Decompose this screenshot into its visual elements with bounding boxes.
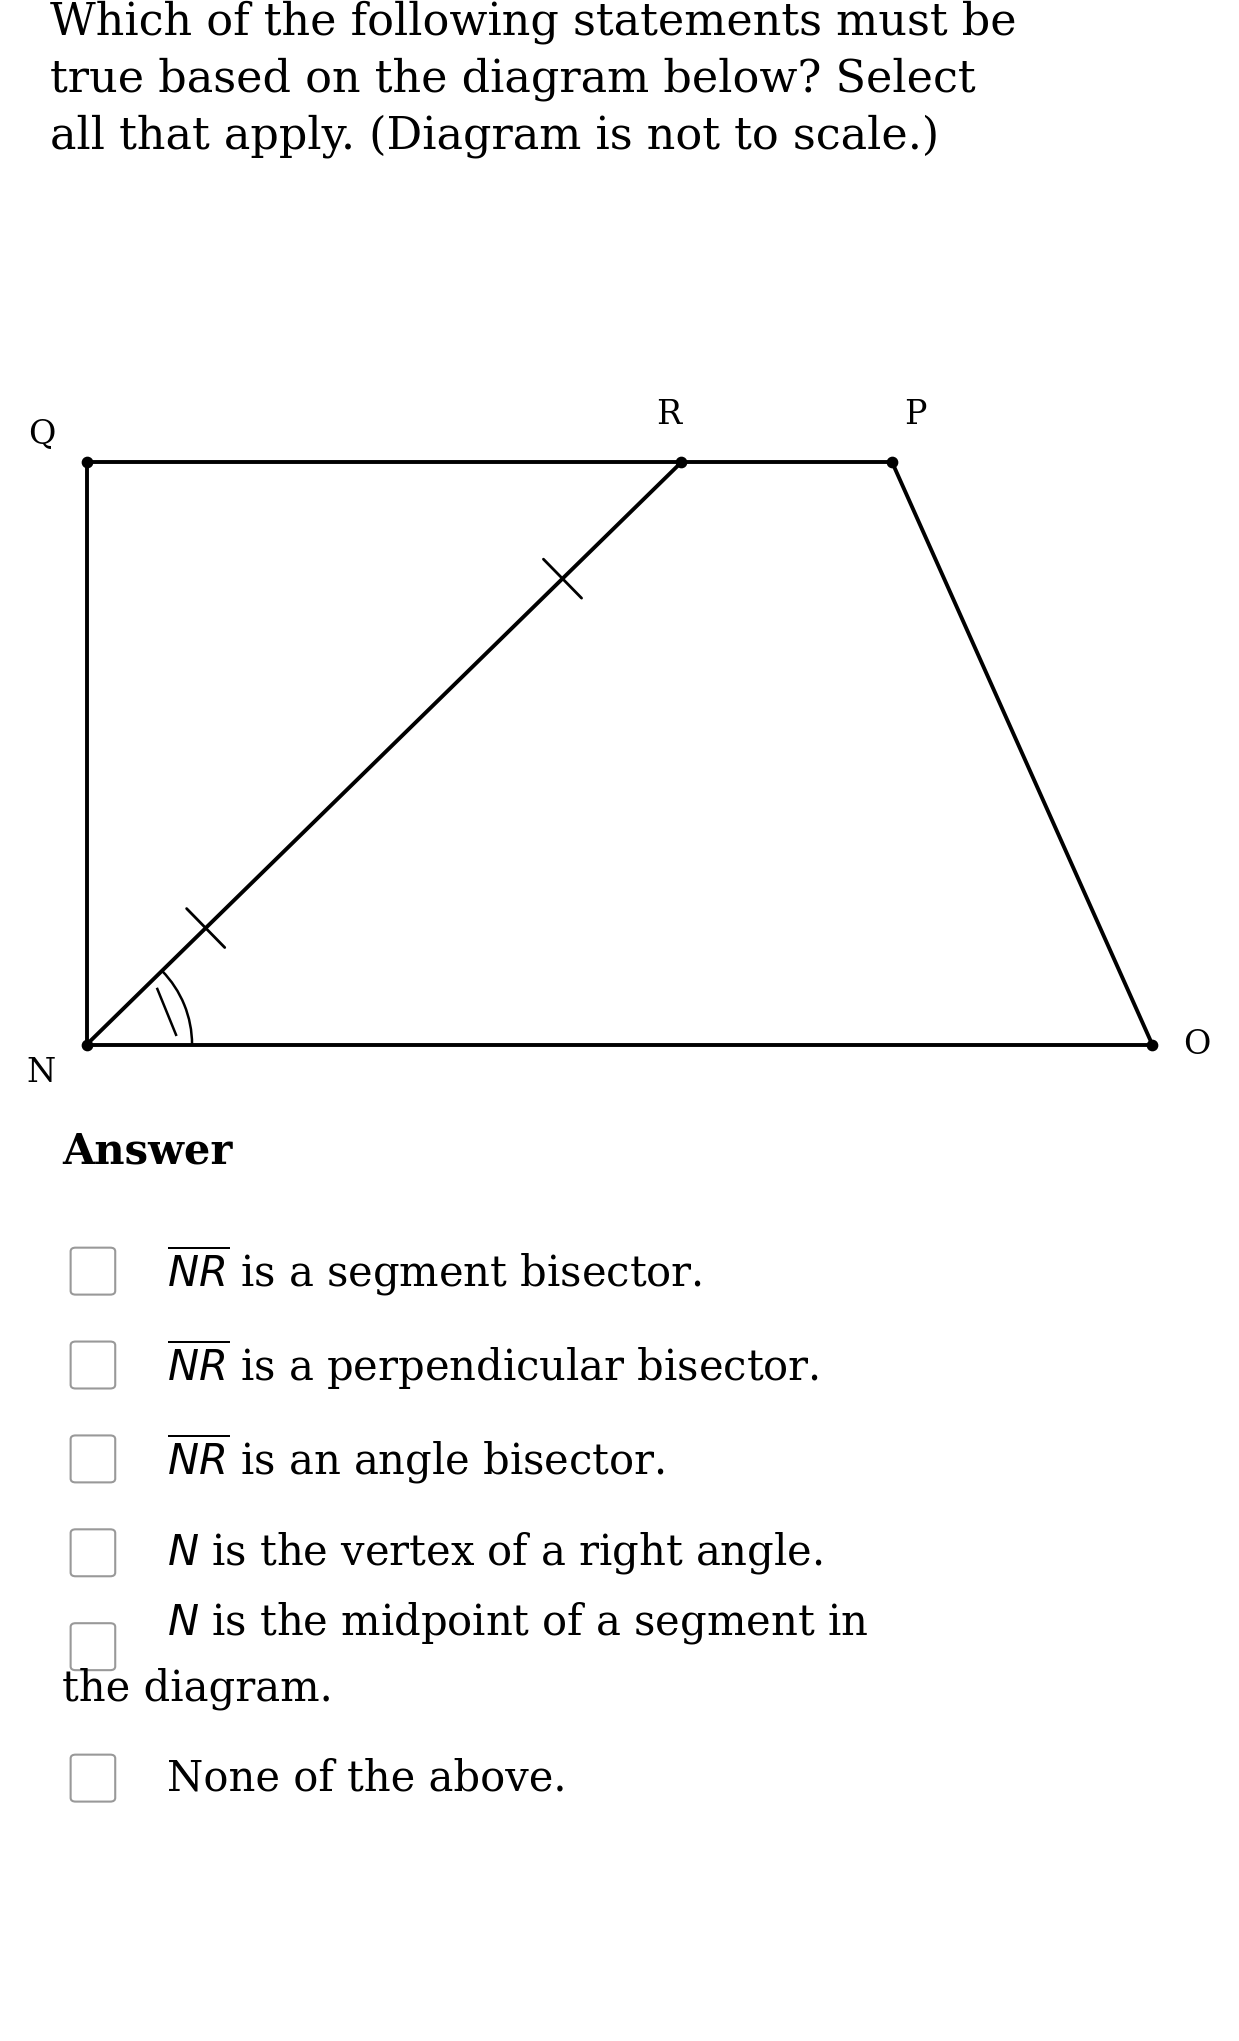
Text: R: R [657, 400, 681, 431]
Text: $N$ is the midpoint of a segment in: $N$ is the midpoint of a segment in [167, 1600, 869, 1647]
Point [77, 1029, 97, 1061]
FancyBboxPatch shape [71, 1529, 115, 1576]
FancyBboxPatch shape [71, 1623, 115, 1670]
Text: Q: Q [28, 418, 56, 449]
Text: $\overline{NR}$ is a perpendicular bisector.: $\overline{NR}$ is a perpendicular bisec… [167, 1337, 819, 1392]
Point [77, 445, 97, 478]
Text: Which of the following statements must be
true based on the diagram below? Selec: Which of the following statements must b… [50, 0, 1016, 159]
Text: N: N [26, 1057, 56, 1090]
Text: $\overline{NR}$ is an angle bisector.: $\overline{NR}$ is an angle bisector. [167, 1431, 665, 1486]
FancyBboxPatch shape [71, 1247, 115, 1294]
Point [672, 445, 691, 478]
Text: O: O [1183, 1029, 1211, 1061]
FancyBboxPatch shape [71, 1341, 115, 1388]
Text: $\overline{NR}$ is a segment bisector.: $\overline{NR}$ is a segment bisector. [167, 1243, 703, 1298]
FancyBboxPatch shape [71, 1755, 115, 1802]
Text: None of the above.: None of the above. [167, 1757, 566, 1798]
FancyBboxPatch shape [71, 1435, 115, 1482]
Text: Answer: Answer [62, 1131, 233, 1172]
Point [882, 445, 902, 478]
Point [1142, 1029, 1162, 1061]
Text: P: P [904, 400, 927, 431]
Text: $N$ is the vertex of a right angle.: $N$ is the vertex of a right angle. [167, 1531, 823, 1576]
Text: the diagram.: the diagram. [62, 1667, 333, 1710]
